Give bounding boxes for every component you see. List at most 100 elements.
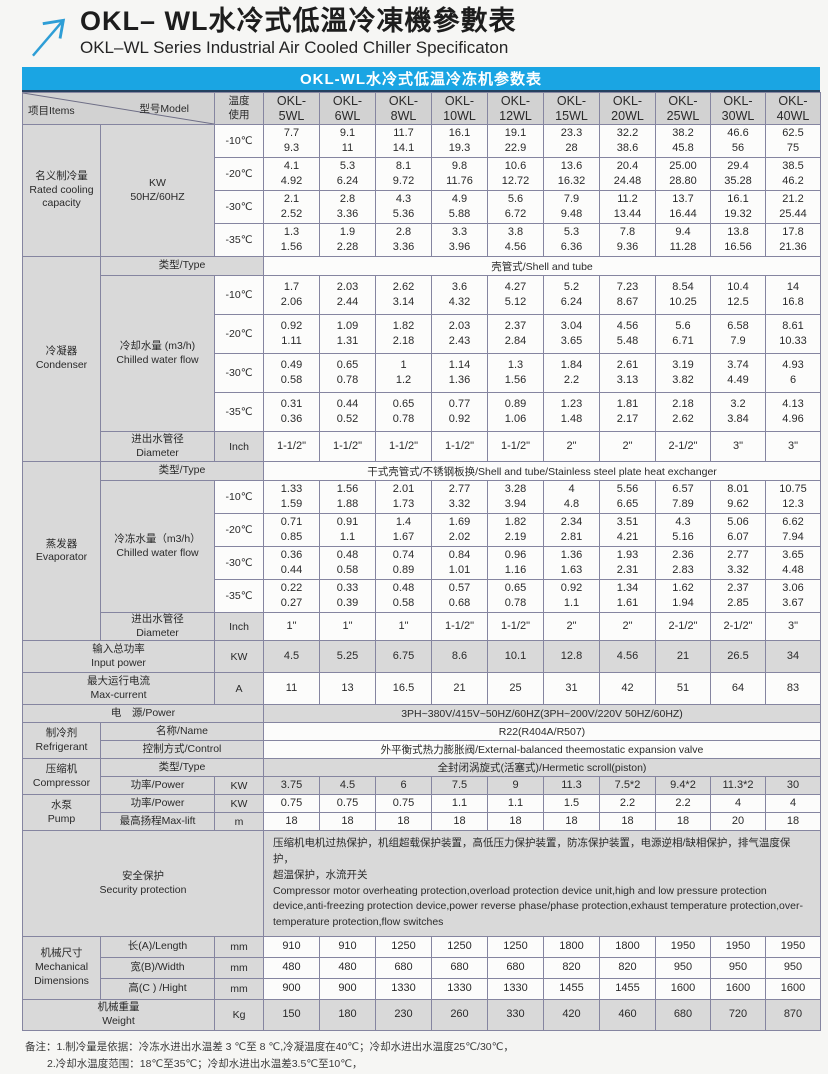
unit-kw: KW: [214, 640, 264, 674]
weight-row: 机械重量 Weight Kg 150 180 230 260 330 420 460 680 720 8…: [22, 998, 821, 1031]
max-current-value: 11: [263, 672, 320, 706]
condenser-label: 冷凝器 Condenser: [22, 256, 101, 462]
temp-cell: -20℃: [214, 157, 264, 191]
length-label: 长(A)/Length: [100, 935, 215, 958]
unit-kg: Kg: [214, 998, 264, 1031]
model-header-30wl: OKL- 30WL: [710, 92, 766, 125]
evaporator-flow-value: 1.33 1.59: [263, 480, 320, 514]
width-label: 宽(B)/Width: [100, 956, 215, 979]
condenser-diameter-value: 1-1/2": [487, 431, 544, 462]
width-value: 820: [543, 956, 600, 979]
height-value: 1455: [599, 977, 656, 1000]
unit-mm: mm: [214, 935, 264, 958]
compressor-type-row: 压缩机 Compressor 类型/Type 全封闭涡旋式(活塞式)/Hermetic…: [22, 758, 821, 796]
evaporator-flow-value: 5.56 6.65: [599, 480, 656, 514]
temp-cell: -20℃: [214, 314, 264, 354]
compressor-power-row: 功率/Power KW 3.75 4.5 6 7.5 9 11.3 7.5*2 9.4*2 11.3…: [23, 776, 821, 796]
evaporator-diameter-value: 3": [765, 611, 821, 642]
unit-mm: mm: [214, 977, 264, 1000]
compressor-power-value: 30: [765, 776, 821, 796]
pump-maxlift-label: 最高扬程Max-lift: [100, 812, 215, 832]
temp-cell: -35℃: [214, 392, 264, 432]
weight-value: 720: [710, 998, 766, 1031]
condenser-diameter-value: 2": [599, 431, 656, 462]
condenser-flow-value: 0.77 0.92: [431, 392, 488, 432]
condenser-flow-value: 5.2 6.24: [543, 275, 600, 315]
evaporator-flow-value: 1.93 2.31: [599, 546, 656, 580]
capacity-value: 38.5 46.2: [765, 157, 821, 191]
evaporator-flow-value: 2.77 3.32: [710, 546, 766, 580]
model-header-8wl: OKL- 8WL: [375, 92, 432, 125]
condenser-flow-value: 1.84 2.2: [543, 353, 600, 393]
power-supply-value: 3PH~380V/415V~50HZ/60HZ(3PH~200V/220V 50…: [263, 704, 821, 724]
temp-usage-line2: 使用: [228, 108, 250, 121]
capacity-value: 1.9 2.28: [319, 223, 376, 257]
capacity-minus20-row: -20℃ 4.1 4.92 5.3 6.24 8.1 9.72 9.8 11.76 10.6 12.…: [23, 157, 821, 191]
input-power-value: 4.5: [263, 640, 320, 674]
pump-maxlift-value: 18: [543, 812, 600, 832]
condenser-flow-value: 1.81 2.17: [599, 392, 656, 432]
condenser-flow-value: 7.23 8.67: [599, 275, 656, 315]
temp-cell: -20℃: [214, 513, 264, 547]
evaporator-flow-value: 3.65 4.48: [765, 546, 821, 580]
header-row: 项目Items 型号Model 温度 使用 OKL- 5WL OKL- 6WL OKL-…: [22, 92, 821, 125]
capacity-value: 13.8 16.56: [710, 223, 766, 257]
capacity-value: 9.1 11: [319, 124, 376, 158]
weight-value: 330: [487, 998, 544, 1031]
refrigerant-label: 制冷剂 Refrigerant: [22, 722, 101, 760]
evaporator-flow-value: 2.01 1.73: [375, 480, 432, 514]
length-value: 910: [263, 935, 320, 958]
pump-power-value: 4: [710, 794, 766, 814]
evaporator-flow-value: 0.57 0.68: [431, 579, 488, 613]
evaporator-flow-value: 0.65 0.78: [487, 579, 544, 613]
capacity-value: 19.1 22.9: [487, 124, 544, 158]
dimension-length-row: 机械尺寸 Mechanical Dimensions 长(A)/Length mm 910…: [22, 935, 821, 1000]
condenser-flow-value: 0.89 1.06: [487, 392, 544, 432]
condenser-flow-value: 0.44 0.52: [319, 392, 376, 432]
condenser-flow-value: 3.19 3.82: [655, 353, 711, 393]
capacity-value: 5.6 6.72: [487, 190, 544, 224]
max-current-value: 51: [655, 672, 711, 706]
condenser-flow-value: 1.23 1.48: [543, 392, 600, 432]
width-value: 950: [765, 956, 821, 979]
pump-power-value: 2.2: [655, 794, 711, 814]
evaporator-diameter-value: 1-1/2": [431, 611, 488, 642]
weight-value: 870: [765, 998, 821, 1031]
evaporator-flow-value: 0.33 0.39: [319, 579, 376, 613]
capacity-value: 17.8 21.36: [765, 223, 821, 257]
compressor-power-value: 4.5: [319, 776, 376, 796]
capacity-value: 4.3 5.36: [375, 190, 432, 224]
condenser-diameter-value: 2-1/2": [655, 431, 711, 462]
model-header-5wl: OKL- 5WL: [263, 92, 320, 125]
capacity-value: 5.3 6.36: [543, 223, 600, 257]
condenser-diameter-value: 1-1/2": [319, 431, 376, 462]
note-line-zh2: 2.冷却水温度范围：18℃至35℃；冷却水进出水温差3.5℃至10℃，: [47, 1057, 363, 1070]
unit-kw: KW: [214, 776, 264, 796]
condenser-flow-value: 4.13 4.96: [765, 392, 821, 432]
condenser-flow-value: 8.61 10.33: [765, 314, 821, 354]
height-value: 1600: [765, 977, 821, 1000]
evaporator-flow-value: 3.28 3.94: [487, 480, 544, 514]
condenser-diameter-value: 1-1/2": [263, 431, 320, 462]
arrow-up-right-icon: [31, 18, 66, 57]
security-text: 压缩机电机过热保护，机组超载保护装置，高低压力保护装置，防冻保护装置，电源逆相/…: [263, 830, 821, 937]
evaporator-flow-value: 0.48 0.58: [319, 546, 376, 580]
capacity-value: 2.8 3.36: [375, 223, 432, 257]
capacity-value: 4.9 5.88: [431, 190, 488, 224]
capacity-value: 16.1 19.32: [710, 190, 766, 224]
condenser-flow-value: 0.65 0.78: [375, 392, 432, 432]
compressor-power-value: 11.3: [543, 776, 600, 796]
compressor-power-value: 9.4*2: [655, 776, 711, 796]
capacity-value: 16.1 19.3: [431, 124, 488, 158]
pump-power-value: 1.1: [487, 794, 544, 814]
evaporator-diameter-value: 2-1/2": [655, 611, 711, 642]
evaporator-flow-value: 0.71 0.85: [263, 513, 320, 547]
pump-power-row: 水泵 Pump 功率/Power KW 0.75 0.75 0.75 1.1 1.1 1.5 2.2…: [22, 794, 821, 832]
weight-value: 230: [375, 998, 432, 1031]
evaporator-flow-value: 3.51 4.21: [599, 513, 656, 547]
compressor-power-value: 7.5: [431, 776, 488, 796]
items-header-label: 项目Items: [28, 105, 75, 117]
input-power-value: 21: [655, 640, 711, 674]
capacity-value: 25.00 28.80: [655, 157, 711, 191]
